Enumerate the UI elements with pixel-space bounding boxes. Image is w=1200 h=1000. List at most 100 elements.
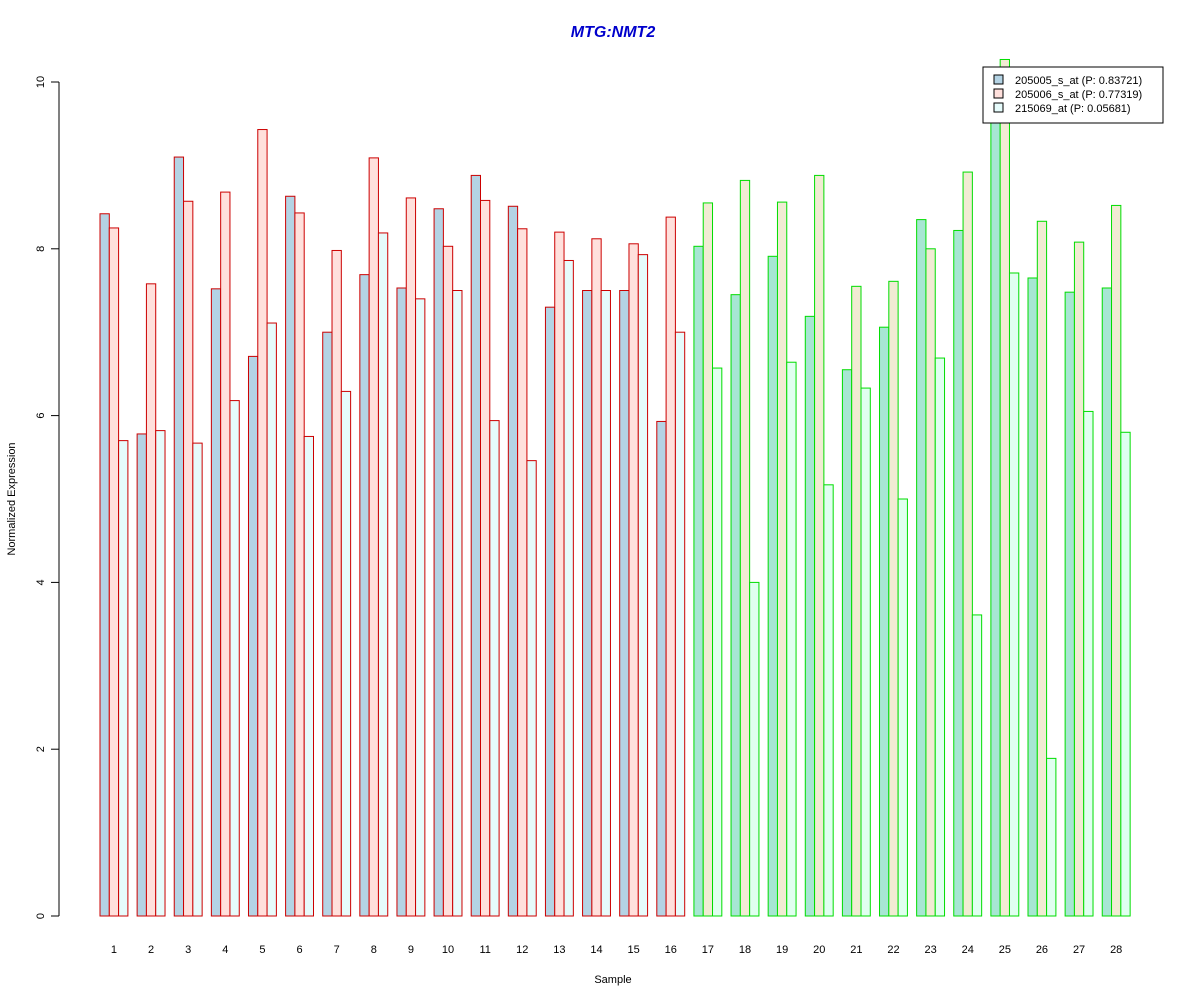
y-tick-label: 0 <box>35 913 47 919</box>
x-tick-label: 22 <box>887 944 899 956</box>
x-tick-label: 13 <box>553 944 565 956</box>
x-tick-label: 20 <box>813 944 825 956</box>
bar-sample-16-series-2 <box>665 216 676 917</box>
bar-sample-26-series-3 <box>1046 757 1057 917</box>
bar-sample-5-series-1 <box>247 355 259 917</box>
y-tick-label: 2 <box>35 746 47 752</box>
bar-sample-13-series-1 <box>544 306 556 917</box>
bar-sample-16-series-3 <box>674 331 686 917</box>
bar-sample-14-series-1 <box>582 290 593 917</box>
bar-sample-14-series-3 <box>600 290 611 917</box>
x-tick-label: 18 <box>739 944 751 956</box>
bar-sample-2-series-2 <box>145 283 157 917</box>
bar-sample-18-series-3 <box>749 581 760 917</box>
bar-sample-13-series-2 <box>554 231 565 917</box>
x-tick-label: 8 <box>371 944 377 956</box>
bar-sample-15-series-1 <box>619 290 630 917</box>
bar-sample-4-series-1 <box>210 288 222 917</box>
bar-sample-25-series-1 <box>990 114 1001 917</box>
bar-sample-21-series-1 <box>841 369 853 917</box>
bar-sample-8-series-1 <box>359 274 370 917</box>
bar-sample-11-series-2 <box>480 199 491 917</box>
y-axis-label: Normalized Expression <box>6 442 18 555</box>
bar-sample-6-series-3 <box>303 435 315 917</box>
bar-sample-27-series-1 <box>1064 291 1075 917</box>
bar-sample-22-series-3 <box>897 498 908 917</box>
bar-sample-20-series-2 <box>814 174 825 917</box>
x-tick-label: 2 <box>148 944 154 956</box>
bar-sample-5-series-3 <box>266 322 277 917</box>
y-tick-label: 4 <box>35 579 47 585</box>
bar-sample-17-series-3 <box>712 367 723 917</box>
bar-sample-24-series-1 <box>953 229 964 917</box>
bar-sample-28-series-3 <box>1120 431 1131 917</box>
bar-sample-21-series-3 <box>860 387 871 917</box>
bars <box>99 58 1131 917</box>
legend-box <box>982 66 1164 124</box>
legend-label: 205006_s_at (P: 0.77319) <box>1015 89 1142 101</box>
bar-sample-7-series-1 <box>322 331 333 917</box>
x-tick-label: 23 <box>924 944 936 956</box>
x-tick-label: 19 <box>776 944 788 956</box>
x-tick-label: 9 <box>408 944 414 956</box>
bar-sample-15-series-2 <box>628 243 639 917</box>
bar-sample-9-series-3 <box>415 298 426 917</box>
bar-sample-1-series-3 <box>118 440 129 917</box>
legend-items: 205005_s_at (P: 0.83721) 205006_s_at (P: … <box>993 74 1142 115</box>
bar-sample-2-series-3 <box>155 430 166 917</box>
x-tick-label: 25 <box>999 944 1011 956</box>
bar-sample-5-series-2 <box>257 129 268 917</box>
bar-sample-4-series-3 <box>229 400 240 917</box>
bar-sample-6-series-2 <box>294 212 305 917</box>
bar-sample-7-series-2 <box>331 249 342 917</box>
x-tick-label: 27 <box>1073 944 1085 956</box>
bar-sample-26-series-1 <box>1027 277 1038 917</box>
y-tick-label: 10 <box>35 76 47 88</box>
x-tick-label: 1 <box>111 944 117 956</box>
bar-sample-22-series-2 <box>888 280 899 917</box>
bar-sample-12-series-3 <box>526 460 537 917</box>
bar-sample-12-series-2 <box>517 228 528 917</box>
x-tick-label: 15 <box>628 944 640 956</box>
bar-sample-23-series-3 <box>934 357 946 917</box>
bar-sample-28-series-1 <box>1101 287 1113 917</box>
bar-sample-24-series-2 <box>962 171 973 917</box>
bar-sample-1-series-1 <box>99 213 110 917</box>
bar-sample-9-series-1 <box>396 287 407 917</box>
bar-sample-27-series-2 <box>1073 241 1085 917</box>
x-tick-label: 3 <box>185 944 191 956</box>
bar-sample-24-series-3 <box>971 614 983 917</box>
bar-sample-11-series-3 <box>489 420 500 917</box>
x-tick-label: 28 <box>1110 944 1122 956</box>
bar-sample-10-series-1 <box>433 208 444 917</box>
bar-sample-25-series-3 <box>1008 272 1020 917</box>
bar-sample-19-series-1 <box>767 255 778 917</box>
bar-sample-8-series-2 <box>368 157 379 917</box>
x-tick-label: 11 <box>479 944 490 956</box>
bar-sample-7-series-3 <box>340 390 352 917</box>
bar-sample-19-series-3 <box>786 361 797 917</box>
bar-sample-17-series-2 <box>702 202 714 917</box>
bar-sample-26-series-2 <box>1036 220 1048 917</box>
x-tick-label: 24 <box>962 944 974 956</box>
x-tick-label: 4 <box>222 944 228 956</box>
bar-sample-3-series-3 <box>192 442 203 917</box>
legend-swatch <box>993 74 1004 85</box>
bar-sample-14-series-2 <box>591 238 602 917</box>
bar-sample-1-series-2 <box>108 227 120 917</box>
x-tick-label: 5 <box>259 944 265 956</box>
bar-sample-22-series-1 <box>879 326 890 917</box>
bar-sample-12-series-1 <box>507 205 519 917</box>
legend: 205005_s_at (P: 0.83721) 205006_s_at (P: … <box>982 66 1164 124</box>
chart-title: MTG:NMT2 <box>571 24 656 41</box>
bar-sample-10-series-3 <box>452 290 463 917</box>
bar-sample-9-series-2 <box>405 197 417 917</box>
bar-sample-6-series-1 <box>285 195 296 917</box>
x-tick-label: 12 <box>516 944 528 956</box>
x-tick-label: 6 <box>296 944 302 956</box>
bar-sample-8-series-3 <box>377 232 389 917</box>
bar-sample-20-series-1 <box>804 315 816 917</box>
x-axis-label: Sample <box>594 974 631 986</box>
x-tick-label: 17 <box>702 944 714 956</box>
